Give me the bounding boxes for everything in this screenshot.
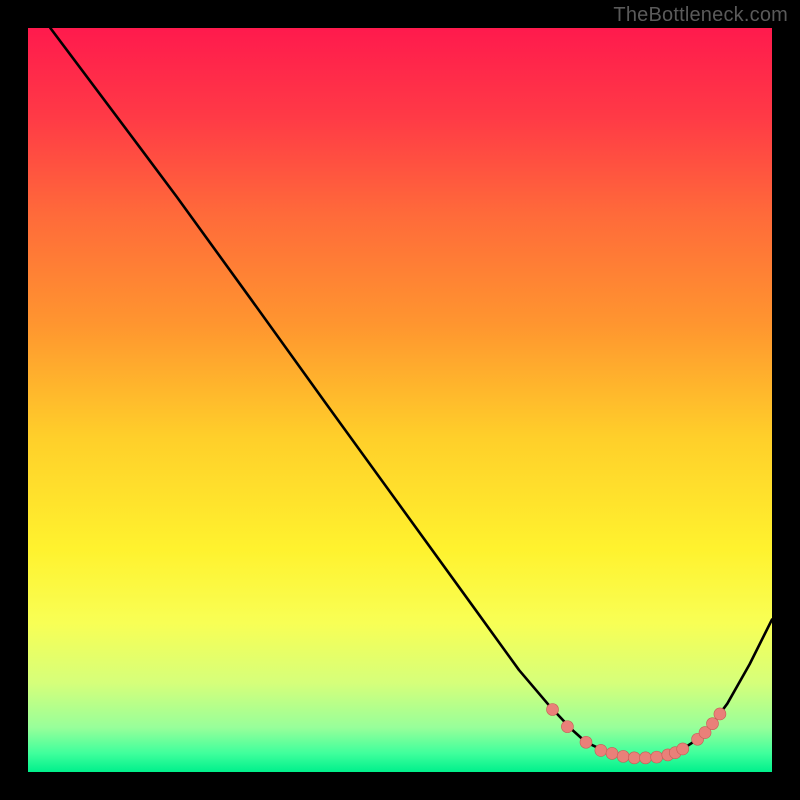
data-marker — [651, 751, 663, 763]
data-marker — [595, 744, 607, 756]
data-marker — [561, 721, 573, 733]
data-marker — [628, 752, 640, 764]
bottleneck-chart — [28, 28, 772, 772]
chart-background — [28, 28, 772, 772]
data-marker — [706, 718, 718, 730]
data-marker — [606, 747, 618, 759]
data-marker — [617, 750, 629, 762]
data-marker — [547, 704, 559, 716]
data-marker — [714, 708, 726, 720]
data-marker — [677, 743, 689, 755]
data-marker — [580, 736, 592, 748]
chart-svg — [28, 28, 772, 772]
data-marker — [640, 752, 652, 764]
watermark-text: TheBottleneck.com — [613, 4, 788, 27]
